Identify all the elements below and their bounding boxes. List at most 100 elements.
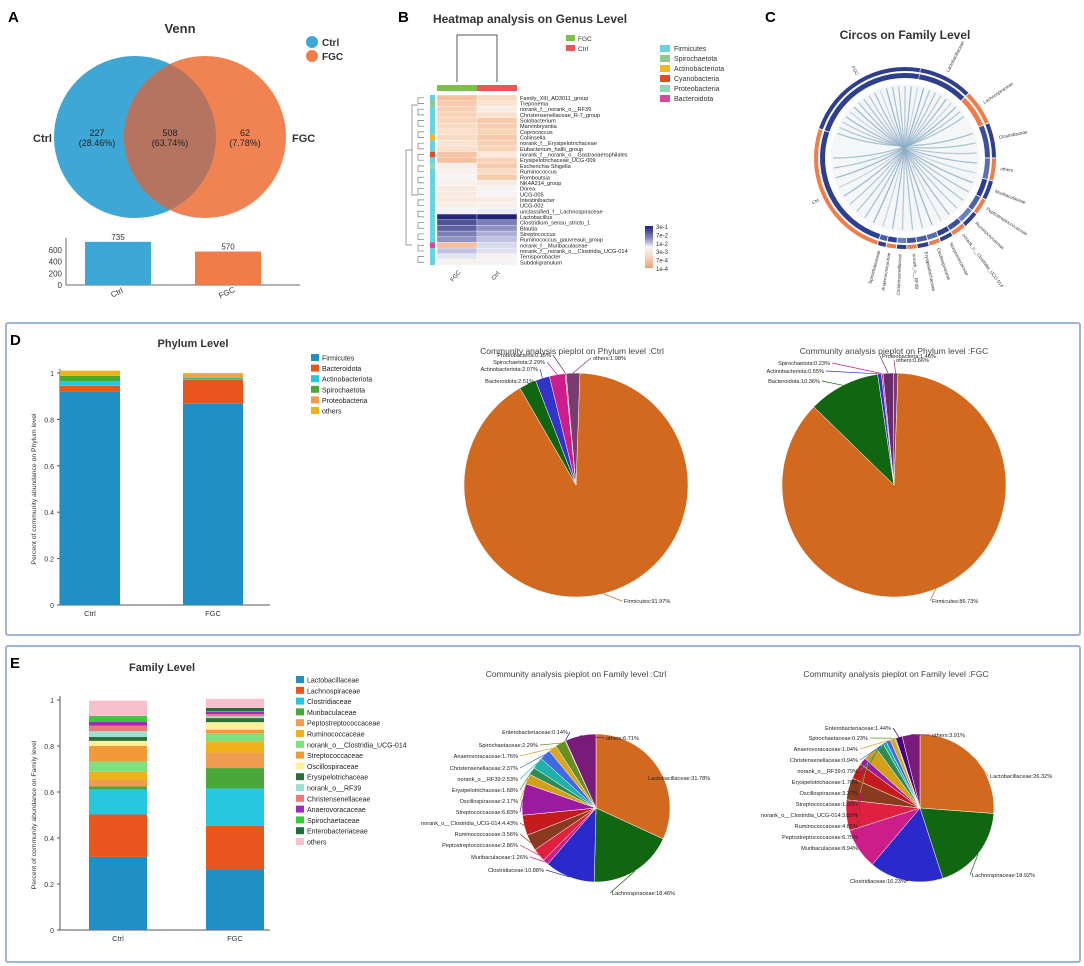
heatmap-row-phylum-streptococcus bbox=[430, 231, 435, 237]
heatmap-cell bbox=[436, 151, 478, 158]
heatmap-cell bbox=[476, 157, 518, 164]
stack-segment-erysipelotrichaceae bbox=[206, 718, 264, 723]
heatmap-row-label: Treponema bbox=[520, 102, 549, 108]
stack-segment-norank-o-clostridia-ucg-014 bbox=[89, 761, 147, 772]
stack-legend-swatch bbox=[296, 816, 304, 824]
heatmap-row-phylum-subdoligranulum bbox=[430, 259, 435, 266]
pie-leader-line bbox=[519, 747, 553, 757]
heatmap-row-label: Christensenellaceae_R-7_group bbox=[520, 113, 600, 119]
heatmap-cell bbox=[436, 168, 478, 175]
heatmap-row-phylum-terrisporobacter bbox=[430, 253, 435, 260]
venn-overlap bbox=[124, 56, 216, 218]
circos-chord bbox=[853, 106, 973, 184]
stack-legend-swatch bbox=[311, 354, 319, 361]
circos-chord bbox=[842, 121, 977, 155]
stack-y-axis-label: Percent of community abundance on Phylum… bbox=[31, 413, 38, 565]
pie-leader-line bbox=[879, 355, 889, 374]
bar-y-tick-label: 0 bbox=[58, 281, 63, 290]
heatmap-cell bbox=[476, 247, 518, 254]
circos-sector-christensenellaceae bbox=[897, 237, 907, 244]
stack-y-tick-label: 0.8 bbox=[44, 744, 54, 751]
pie-leader-line bbox=[859, 742, 885, 772]
heatmap-row-label: UCG-002 bbox=[520, 204, 544, 210]
circos-sector-erysipelotrichaceae-outer bbox=[917, 241, 929, 249]
circos-sector-label: Lachnospiraceae bbox=[982, 81, 1014, 105]
heatmap-row-label: unclassified_f__Lachnospiraceae bbox=[520, 209, 603, 215]
stack-legend-swatch bbox=[296, 719, 304, 727]
stack-y-tick-label: 1 bbox=[50, 698, 54, 705]
heatmap-cell bbox=[476, 185, 518, 192]
bar-x-tick-label: Ctrl bbox=[109, 286, 124, 300]
pie-leader-line bbox=[545, 869, 570, 878]
circos-chord bbox=[833, 111, 961, 169]
pie-leader-line bbox=[645, 767, 659, 779]
circos-sector-label: Oscillospiraceae bbox=[936, 247, 952, 281]
heatmap-row-label: Intestinibacter bbox=[520, 198, 555, 204]
panel-letter-b: B bbox=[398, 9, 409, 26]
stack-legend-label: Firmicutes bbox=[322, 356, 355, 363]
heatmap-row-label: Lactobacillus bbox=[520, 215, 553, 221]
bar-x-tick-label: FGC bbox=[217, 285, 236, 300]
heatmap-color-scale bbox=[645, 226, 653, 268]
pie-slice-label: norank_o__Clostridia_UCG-014:4.43% bbox=[421, 821, 518, 827]
pie-slice-label: Christensenellaceae:2.37% bbox=[450, 766, 518, 772]
stack-legend-label: Proteobacteria bbox=[322, 398, 368, 405]
stack-segment-lachnospiraceae bbox=[206, 825, 264, 870]
pie-leader-line bbox=[519, 770, 533, 791]
pie-slice-label: Firmicutes:86.73% bbox=[932, 599, 978, 605]
heatmap-cell bbox=[436, 128, 478, 135]
circos-sector-label: Christensenellaceae bbox=[896, 253, 903, 295]
heatmap-column-legend-swatch bbox=[566, 45, 575, 51]
stack-legend-swatch bbox=[296, 676, 304, 683]
stack-legend-swatch bbox=[296, 773, 304, 781]
circos-sector-lachnospiraceae bbox=[961, 97, 984, 127]
circos-sector-lachnospiraceae-outer bbox=[966, 93, 989, 124]
circos-sector-muribaculaceae bbox=[976, 178, 988, 197]
circos-chord bbox=[898, 86, 914, 230]
heatmap-row-phylum-marvinbryantia bbox=[430, 123, 435, 130]
heatmap-cell bbox=[476, 236, 518, 243]
panel-d-frame bbox=[5, 322, 1081, 636]
stack-legend-swatch bbox=[311, 364, 319, 372]
stack-segment-spirochaetota bbox=[60, 375, 120, 382]
stack-segment-bacteroidota bbox=[60, 385, 120, 392]
heatmap-cell bbox=[476, 117, 518, 124]
heatmap-cell bbox=[436, 123, 478, 130]
circos-chord bbox=[849, 111, 976, 174]
phylum-stacked-bar: 0 0.2 0.4 0.6 0.8 1 Percent of community abund… bbox=[31, 354, 372, 618]
pie-slice-label: Oscillospiraceae:2.17% bbox=[460, 799, 518, 805]
pie-leader-line bbox=[821, 380, 844, 386]
panel-letter-c: C bbox=[765, 9, 776, 26]
circos-sector-streptococcaceae bbox=[936, 226, 950, 237]
heatmap-cell bbox=[476, 140, 518, 147]
stack-segment-christensenellaceae bbox=[89, 725, 147, 732]
circos-sector-christensenellaceae-outer bbox=[896, 244, 907, 249]
pie-leader-line bbox=[546, 361, 558, 375]
heatmap-row-phylum-unclassified-f-lachnospiraceae bbox=[430, 208, 435, 215]
stack-segment-actinobacteriota bbox=[183, 378, 243, 380]
heatmap-row-phylum-blautia bbox=[430, 225, 435, 232]
pie-slice-label: Erysipelotrichaceae:1.68% bbox=[452, 788, 518, 794]
bar-y-tick-label: 400 bbox=[49, 258, 63, 267]
circos-chord bbox=[832, 116, 965, 159]
heatmap-cell bbox=[476, 213, 518, 220]
heatmap-cell bbox=[476, 145, 518, 152]
pie-slice-label: others:6.71% bbox=[606, 736, 639, 742]
pie-slice-label: Peptostreptococcaceae:2.86% bbox=[442, 843, 518, 849]
heatmap-row-phylum-solobacterium bbox=[430, 117, 435, 124]
venn-title: Venn bbox=[164, 21, 195, 36]
pie-leader-line bbox=[572, 357, 592, 374]
stack-legend-swatch bbox=[311, 396, 319, 404]
pie-leader-line bbox=[859, 740, 889, 761]
heatmap-row-phylum-norank-f-norank-o-clostridia-ucg-014 bbox=[430, 248, 435, 254]
stack-legend-label: Christensenellaceae bbox=[307, 796, 371, 803]
heatmap-row-label: Escherichia-Shigella bbox=[520, 164, 572, 170]
circos-chord bbox=[858, 102, 969, 193]
stack-segment-ruminococcaceae bbox=[89, 771, 147, 780]
heatmap-cell bbox=[436, 162, 478, 169]
circos-sector-spirochaetaceae-outer bbox=[877, 241, 887, 247]
heatmap-column-color-ctrl bbox=[477, 85, 517, 91]
stack-segment-proteobacteria bbox=[183, 374, 243, 378]
stack-segment-oscillospiraceae bbox=[206, 722, 264, 730]
